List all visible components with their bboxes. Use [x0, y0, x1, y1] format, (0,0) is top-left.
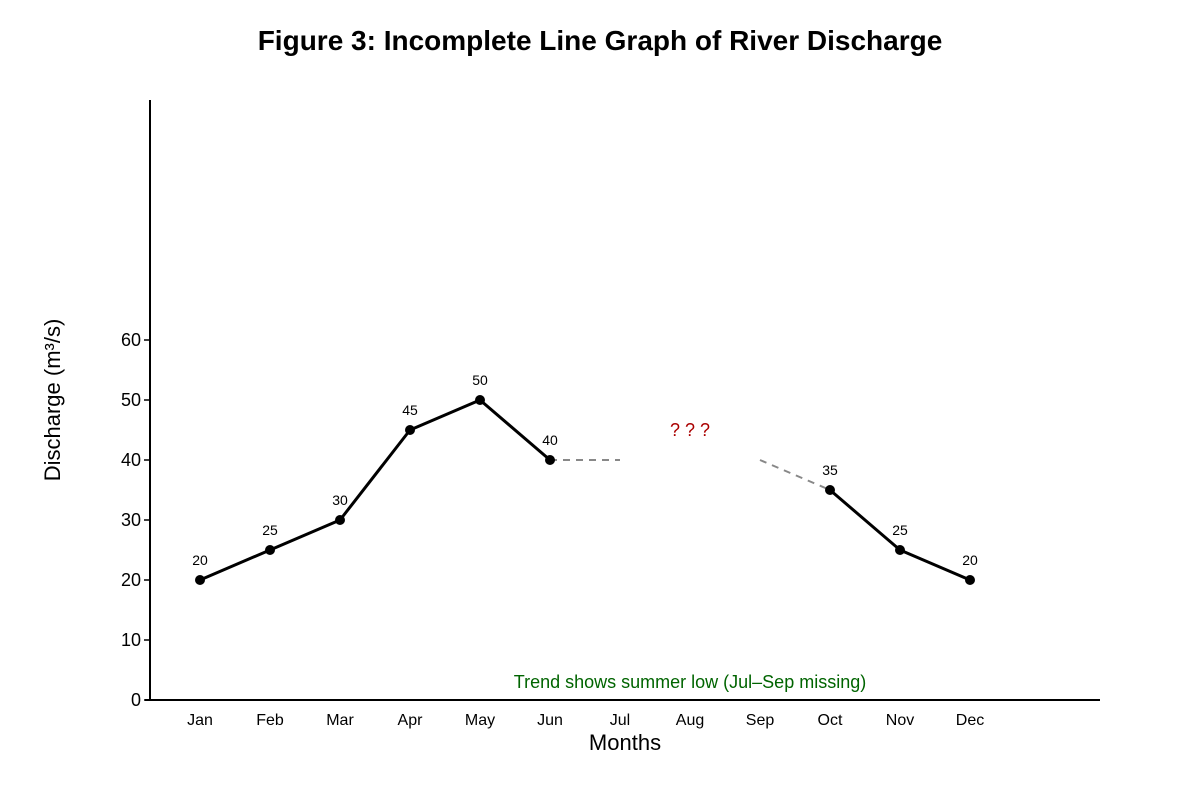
data-label-may: 50	[472, 372, 488, 388]
x-tick-label: Jul	[610, 712, 630, 729]
y-tick-label: 60	[121, 330, 141, 350]
x-tick-label: Nov	[886, 712, 914, 729]
x-tick-label: Jan	[187, 712, 213, 729]
x-tick-label: Apr	[398, 712, 424, 729]
data-label-dec: 20	[962, 552, 978, 568]
x-tick-label: Feb	[256, 712, 284, 729]
x-tick-label: Dec	[956, 712, 984, 729]
x-tick-label: May	[465, 712, 495, 729]
series-lines	[199, 398, 971, 582]
data-point-oct	[825, 485, 835, 495]
y-tick-label: 50	[121, 390, 141, 410]
x-tick-label: Aug	[676, 712, 704, 729]
data-label-jun: 40	[542, 432, 558, 448]
y-axis-title: Discharge (m³/s)	[40, 319, 65, 482]
data-points	[195, 395, 975, 585]
y-tick-label: 20	[121, 570, 141, 590]
x-axis-title: Months	[589, 730, 661, 755]
y-tick-label: 30	[121, 510, 141, 530]
missing-data-marker: ? ? ?	[670, 420, 710, 440]
data-point-jun	[545, 455, 555, 465]
y-tick-label: 40	[121, 450, 141, 470]
data-point-jan	[195, 575, 205, 585]
gap-guide-line	[759, 459, 831, 491]
series-line	[199, 398, 551, 582]
data-label-nov: 25	[892, 522, 908, 538]
x-tick-label: Sep	[746, 712, 775, 729]
chart-title: Figure 3: Incomplete Line Graph of River…	[258, 25, 943, 56]
data-label-feb: 25	[262, 522, 278, 538]
axes: 0 10 20 30 40 50 60 Jan Feb Mar Apr May Jun Jul Aug Sep…	[121, 100, 1100, 729]
data-labels: 20 25 30 45 50 40 35 25 20	[192, 372, 978, 568]
data-label-jan: 20	[192, 552, 208, 568]
data-point-mar	[335, 515, 345, 525]
data-point-apr	[405, 425, 415, 435]
data-point-dec	[965, 575, 975, 585]
data-label-apr: 45	[402, 402, 418, 418]
data-point-nov	[895, 545, 905, 555]
data-point-feb	[265, 545, 275, 555]
data-label-mar: 30	[332, 492, 348, 508]
annotations: ? ? ? Trend shows summer low (Jul–Sep mis…	[514, 420, 866, 692]
y-tick-label: 10	[121, 630, 141, 650]
data-label-oct: 35	[822, 462, 838, 478]
x-tick-label: Jun	[537, 712, 563, 729]
x-tick-label: Mar	[326, 712, 354, 729]
x-tick-label: Oct	[818, 712, 843, 729]
y-tick-label: 0	[131, 690, 141, 710]
trend-note: Trend shows summer low (Jul–Sep missing)	[514, 672, 866, 692]
data-point-may	[475, 395, 485, 405]
gap-guides	[550, 459, 831, 491]
